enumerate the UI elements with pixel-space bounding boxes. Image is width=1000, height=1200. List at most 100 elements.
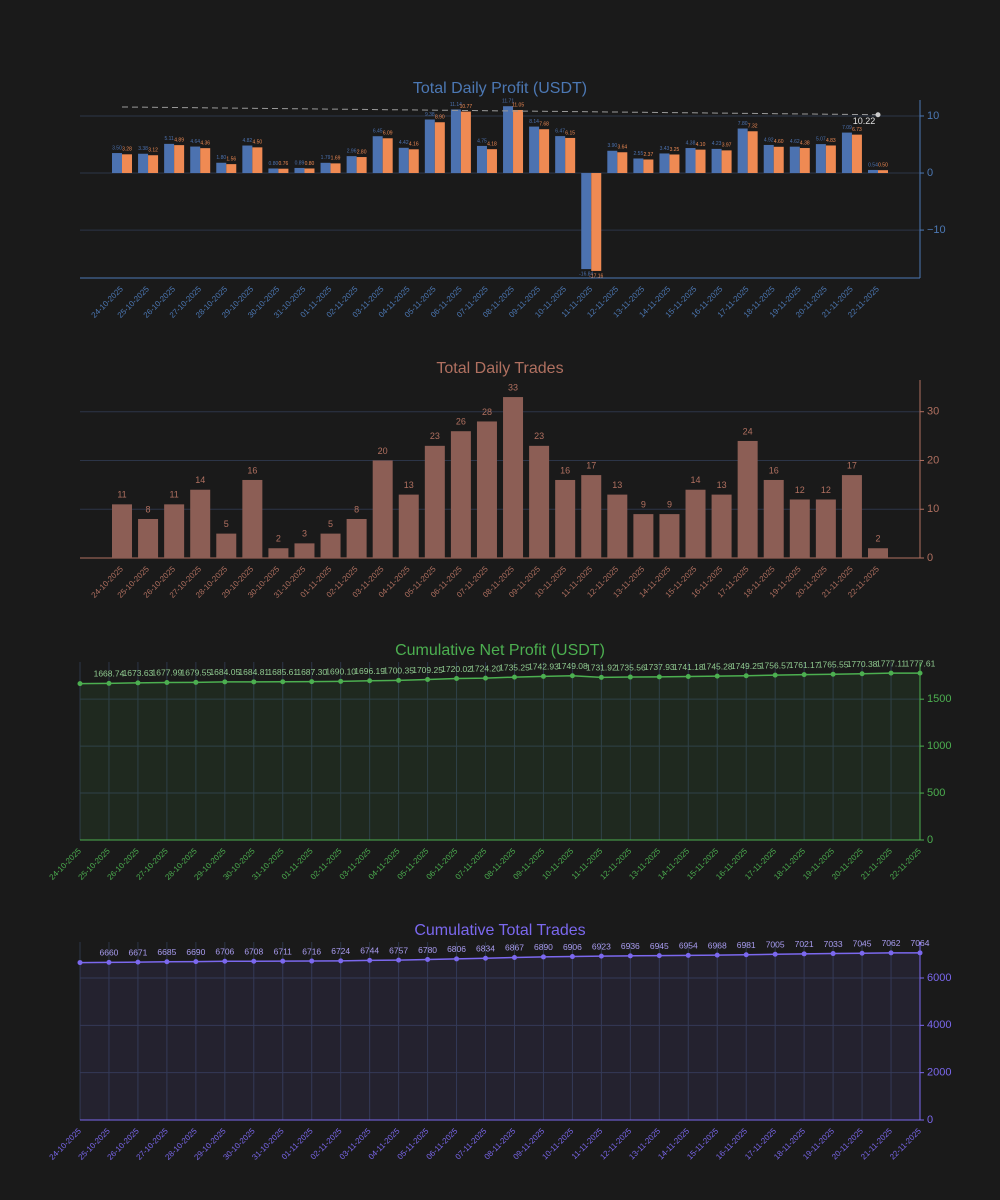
data-label: 9.38 [425, 112, 435, 118]
data-label: 6834 [476, 944, 495, 954]
data-label: 3.25 [670, 147, 680, 153]
point [251, 679, 257, 685]
point [888, 950, 894, 956]
data-label: 4.16 [409, 142, 419, 148]
y-tick-label: 30 [927, 406, 939, 418]
bar [356, 157, 367, 174]
data-label: 6906 [563, 942, 582, 952]
data-label: 24 [743, 426, 753, 436]
data-label: 4.75 [477, 138, 487, 144]
data-label: 26 [456, 417, 466, 427]
bar [252, 147, 263, 174]
point [627, 953, 633, 959]
data-label: 7062 [882, 938, 901, 948]
bar [268, 168, 279, 174]
point [164, 959, 170, 965]
chart-title: Cumulative Total Trades [414, 922, 585, 939]
data-label: 5.11 [164, 136, 174, 142]
point [917, 950, 923, 956]
point [309, 958, 315, 964]
data-label: 4.89 [174, 137, 184, 143]
bar [763, 144, 774, 174]
data-label: 3.43 [660, 146, 670, 152]
bar [878, 170, 888, 174]
bar [555, 136, 566, 174]
data-label: 2.80 [357, 149, 367, 155]
data-label: 16 [560, 465, 570, 475]
y-tick-label: 0 [927, 834, 933, 846]
data-label: 5.07 [816, 136, 826, 142]
bar [773, 146, 784, 174]
bar [242, 479, 263, 558]
data-label: 1735.25 [499, 662, 530, 672]
bar [669, 154, 680, 174]
bar [294, 167, 305, 174]
bar [372, 136, 383, 174]
data-label: 8 [354, 504, 359, 514]
reference-line [121, 106, 879, 116]
bar [825, 145, 836, 174]
bar [346, 518, 367, 558]
data-label: 1684.05 [209, 667, 240, 677]
bar [868, 548, 888, 558]
point [77, 681, 83, 687]
data-label: 4.62 [790, 139, 800, 145]
bar [320, 533, 341, 558]
area [80, 673, 920, 840]
data-label: 0.76 [279, 161, 289, 167]
data-label: 2.37 [644, 152, 654, 158]
bar [372, 460, 393, 558]
data-label: 4.42 [399, 140, 409, 146]
data-label: 1742.93 [528, 662, 559, 672]
data-label: 7.80 [738, 121, 748, 127]
data-label: 4.50 [252, 140, 262, 146]
data-label: 6706 [215, 947, 234, 957]
data-label: 1741.18 [673, 662, 704, 672]
point [859, 671, 865, 677]
data-label: 6945 [650, 941, 669, 951]
point [338, 678, 344, 684]
data-label: 6923 [592, 941, 611, 951]
data-label: 11 [117, 490, 126, 500]
point [656, 953, 662, 959]
point [280, 679, 286, 685]
bar [763, 479, 784, 558]
bar [737, 440, 758, 558]
point [135, 959, 141, 965]
bar [164, 504, 185, 558]
data-label: 1668.74 [94, 669, 125, 679]
bar [503, 106, 514, 174]
data-label: 6744 [360, 946, 379, 956]
data-label: 6890 [534, 942, 553, 952]
bar [539, 129, 550, 174]
data-label: 7021 [795, 939, 814, 949]
point [685, 952, 691, 958]
data-label: 0.80 [269, 161, 279, 167]
point [801, 672, 807, 678]
y-tick-label: 10 [927, 110, 939, 122]
bar [382, 138, 393, 174]
data-label: 16 [247, 465, 257, 475]
bar [659, 153, 670, 174]
bar [815, 499, 836, 558]
point [396, 677, 402, 683]
y-tick-label: 10 [927, 503, 939, 515]
y-tick-label: 0 [927, 167, 933, 179]
bar [164, 143, 175, 174]
data-label: 3.28 [122, 147, 132, 153]
bar [112, 504, 132, 558]
data-label: 1720.02 [441, 664, 472, 674]
y-tick-label: 0 [927, 552, 933, 564]
data-label: 3.97 [722, 143, 732, 149]
data-label: 5 [328, 519, 333, 529]
data-label: 6780 [418, 945, 437, 955]
point [77, 960, 83, 966]
data-label: 3.50 [112, 145, 122, 151]
data-label: 3.12 [148, 148, 158, 154]
data-label: 7.68 [539, 122, 549, 128]
data-label: 1749.25 [731, 661, 762, 671]
point [743, 673, 749, 679]
point [830, 951, 836, 957]
bar [555, 479, 576, 558]
